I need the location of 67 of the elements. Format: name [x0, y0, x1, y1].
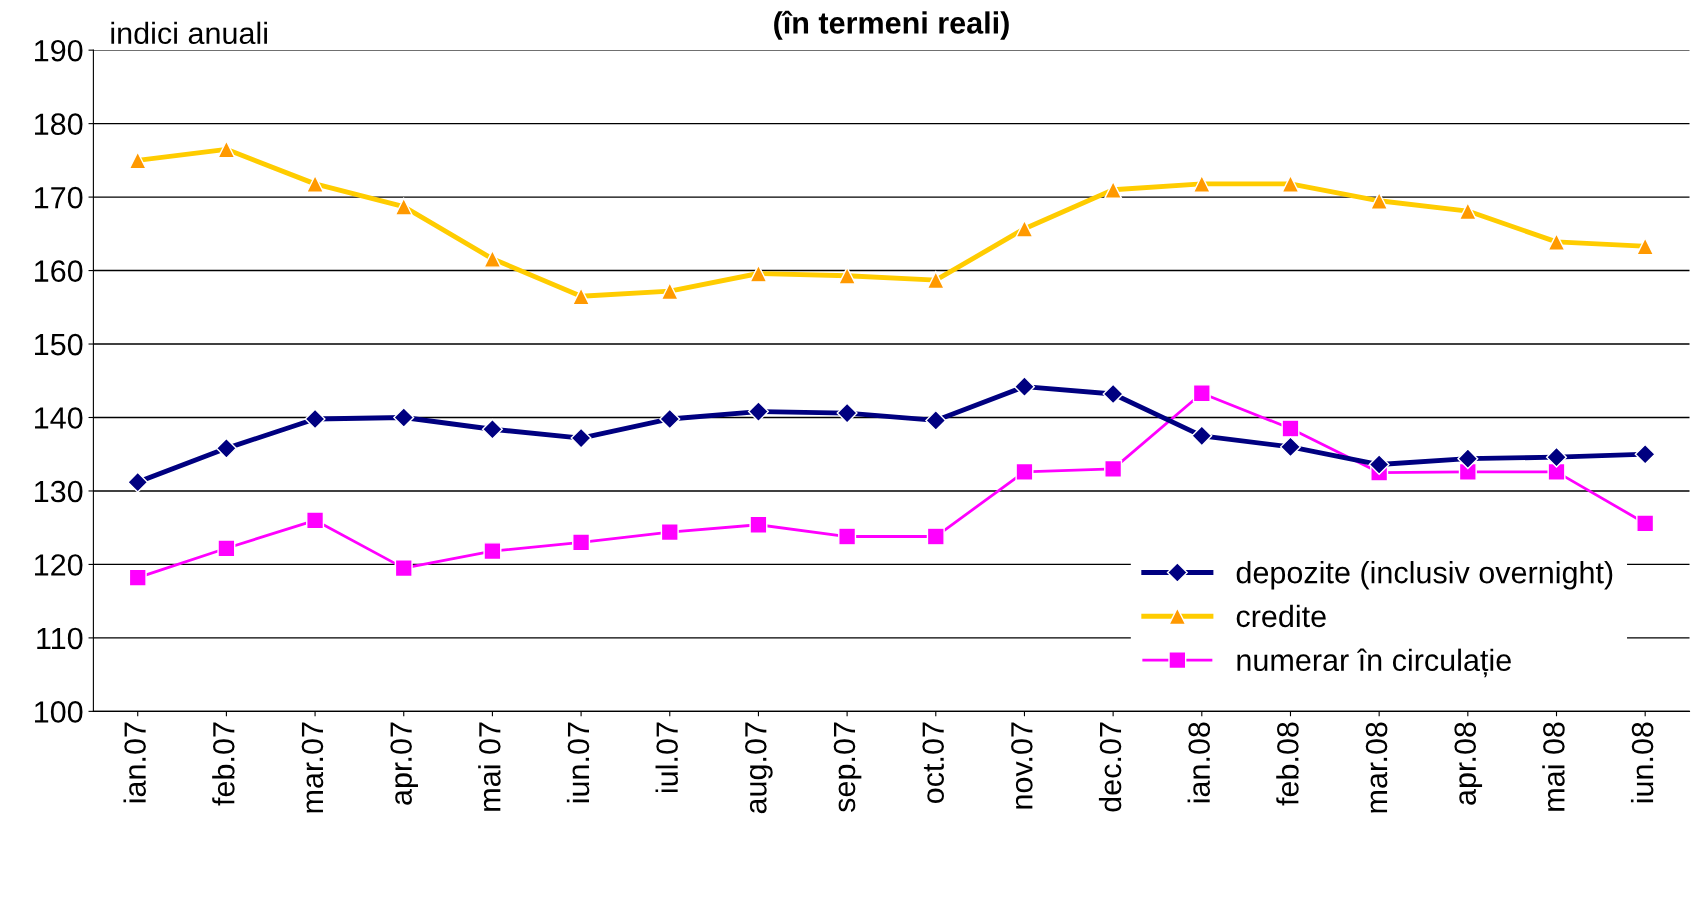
legend-label: depozite (inclusiv overnight) — [1236, 561, 1613, 590]
x-tick-label: mai 07 — [478, 722, 501, 811]
y-axis-title: indici anuali — [111, 21, 267, 45]
legend-label: credite — [1236, 604, 1326, 628]
x-tick-label: nov.07 — [1011, 722, 1033, 809]
x-tick-label: feb.07 — [212, 722, 235, 806]
point — [217, 539, 236, 558]
point — [659, 408, 681, 430]
x-tick-label: ian.08 — [1187, 722, 1211, 803]
point — [1636, 514, 1655, 533]
point — [215, 437, 237, 459]
y-tick-label: 170 — [35, 186, 83, 209]
point — [1368, 453, 1390, 476]
point — [127, 471, 149, 493]
y-tick-label: 110 — [37, 627, 83, 650]
y-tick-label: 100 — [35, 701, 83, 723]
x-tick-label: dec.07 — [1098, 722, 1122, 812]
point — [926, 527, 945, 546]
point — [1281, 419, 1300, 438]
x-tick-label: apr.07 — [390, 722, 418, 805]
y-tick-label: 120 — [35, 554, 83, 576]
x-tick-label: apr.08 — [1454, 722, 1483, 805]
point — [1634, 443, 1656, 465]
x-tick-label: sep.07 — [833, 722, 862, 812]
point — [1015, 462, 1034, 481]
point — [481, 418, 503, 440]
point — [749, 515, 768, 534]
point — [1191, 425, 1213, 447]
point — [836, 402, 858, 424]
x-tick-label: oct.07 — [922, 722, 944, 804]
point — [660, 523, 679, 542]
y-tick-label: 160 — [35, 260, 83, 282]
point — [572, 533, 591, 552]
chart-title: (în termeni reali) — [774, 10, 1009, 40]
x-tick-label: aug.07 — [745, 722, 773, 814]
y-tick-label: 190 — [35, 39, 83, 62]
point — [304, 408, 326, 430]
point — [570, 427, 592, 449]
point — [1547, 462, 1566, 481]
x-tick-label: feb.08 — [1276, 722, 1299, 806]
y-tick-label: 180 — [35, 113, 83, 135]
x-tick-label: mai 08 — [1542, 722, 1565, 811]
x-tick-label: iun.08 — [1630, 722, 1654, 803]
point — [747, 401, 769, 423]
point — [1545, 446, 1568, 468]
x-tick-label: iun.07 — [566, 722, 590, 803]
point — [306, 511, 325, 530]
point — [128, 568, 147, 587]
x-tick-label: ian.07 — [123, 722, 146, 803]
point — [925, 409, 947, 431]
point — [483, 542, 502, 561]
point — [394, 559, 413, 578]
y-tick-label: 150 — [35, 333, 83, 356]
point — [1279, 436, 1301, 458]
x-tick-label: mar.07 — [301, 722, 324, 813]
legend-label: numerar în circulație — [1237, 648, 1511, 678]
x-tick-label: iul.07 — [655, 722, 678, 793]
y-tick-label: 130 — [35, 480, 83, 503]
point — [1104, 459, 1123, 478]
point — [1013, 376, 1035, 398]
point — [1192, 384, 1211, 403]
x-tick-label: mar.08 — [1365, 722, 1388, 813]
point — [393, 406, 415, 429]
point — [1102, 383, 1124, 405]
point — [1457, 448, 1479, 470]
y-tick-label: 140 — [35, 407, 83, 429]
point — [838, 527, 857, 546]
